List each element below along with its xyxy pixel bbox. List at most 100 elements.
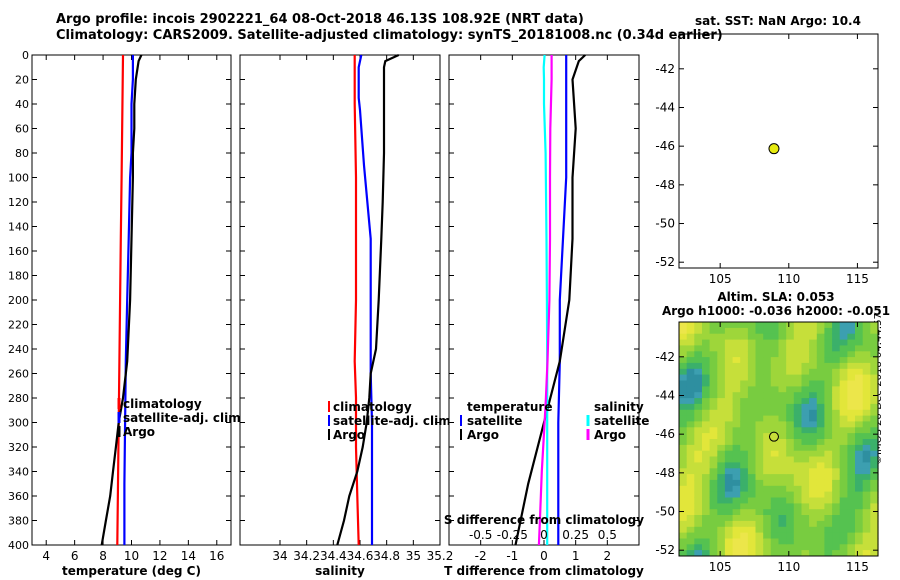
sla-heat-cell [724,468,734,475]
sla-heat-cell [816,380,826,387]
depth-tick-label: 220 [8,319,29,332]
sla-heat-cell [679,532,688,539]
sla-heat-cell [702,409,711,417]
sla-heat-cell [702,474,711,481]
sla-heat-cell [679,520,688,528]
sla-heat-cell [747,357,757,364]
sla-heat-cell [793,544,803,551]
sla-heat-cell [847,444,856,452]
sla-heat-cell [717,526,726,534]
sla-heat-cell [747,479,757,487]
sla-heat-cell [793,538,803,545]
sla-heat-cell [702,421,711,428]
sla-heat-cell [694,351,703,358]
sla-heat-cell [870,497,879,504]
sla-heat-cell [679,380,688,387]
sla-heat-cell [763,415,772,422]
sla-heat-cell [862,433,871,440]
sla-heat-cell [862,327,871,335]
sla-heat-cell [816,351,826,358]
sla-heat-cell [809,497,818,504]
sla-heat-cell [793,327,803,335]
sla-heat-cell [847,526,856,534]
sla-heat-cell [686,444,695,452]
sla-heat-cell [855,433,864,440]
sla-heat-cell [778,403,787,411]
sla-heat-cell [801,409,810,417]
sla-heat-cell [732,456,741,463]
sla-heat-cell [855,368,864,376]
sla-heat-cell [763,409,772,417]
sla-heat-cell [694,339,703,346]
sla-heat-cell [809,515,818,522]
sla-heat-cell [855,515,864,522]
sla-heat-cell [702,327,711,335]
sla-heat-cell [702,339,711,346]
sla-heat-cell [724,345,734,352]
sla-heat-cell [809,474,818,481]
sla-heat-cell [770,339,780,346]
sla-heat-cell [778,398,787,405]
differences-xtick-label: -2 [475,549,487,563]
sla-heat-cell [770,444,780,452]
sla-heat-cell [847,333,856,341]
sla-heat-cell [824,439,833,446]
sla-heat-cell [778,421,787,428]
sla-heat-cell [717,550,726,557]
sla-heat-cell [755,515,764,522]
sla-heat-cell [847,485,856,493]
salinity-series-satellite-adj-clim- [357,54,374,545]
sla-heat-cell [839,532,848,539]
sla-heat-cell [679,433,688,440]
sla-heat-cell [847,532,856,539]
sla-heat-cell [770,515,780,522]
sla-heat-cell [724,415,734,422]
sla-heat-cell [694,362,703,370]
sla-heat-cell [755,380,764,387]
sla-heat-cell [855,345,864,352]
sla-heat-cell [709,333,718,341]
sla-heat-cell [724,550,734,557]
sla-heat-cell [786,485,795,493]
sla-heat-cell [747,515,757,522]
sla-heat-cell [855,427,864,434]
sla-heat-cell [816,415,826,422]
sla-heat-cell [679,491,688,498]
sla-heat-cell [816,403,826,411]
sla-heat-cell [732,427,741,434]
sla-heat-cell [847,509,856,516]
differences-series-s-satellite [542,54,549,545]
sla-heat-cell [747,398,757,405]
sla-heat-cell [862,368,871,376]
sla-heat-cell [724,386,734,393]
sla-heat-cell [855,327,864,335]
sla-heat-cell [740,386,749,393]
sla-heat-cell [694,374,703,381]
sla-heat-cell [770,520,780,528]
sla-heat-cell [855,497,864,504]
sla-heat-cell [717,374,726,381]
sla-heat-cell [717,538,726,545]
salinity-xtick-label: 35 [406,549,421,563]
temperature-xtick-label: 8 [99,549,107,563]
sla-heat-cell [786,351,795,358]
sla-heat-cell [686,374,695,381]
sla-heat-cell [702,515,711,522]
sla-heat-cell [778,339,787,346]
sla-heat-cell [694,468,703,475]
sla-heat-cell [724,520,734,528]
sla-heat-cell [724,357,734,364]
sla-heat-cell [763,374,772,381]
sla-heat-cell [770,479,780,487]
sla-heat-cell [686,322,695,329]
sla-heat-cell [839,374,848,381]
sla-heat-cell [839,479,848,487]
sla-heat-cell [816,532,826,539]
sla-heat-cell [786,333,795,341]
sla-heat-cell [770,538,780,545]
sst_map-ytick-label: -52 [655,255,675,269]
sla-heat-cell [770,362,780,370]
sla-heat-cell [847,497,856,504]
sla-heat-cell [709,362,718,370]
sla-heat-cell [816,392,826,399]
